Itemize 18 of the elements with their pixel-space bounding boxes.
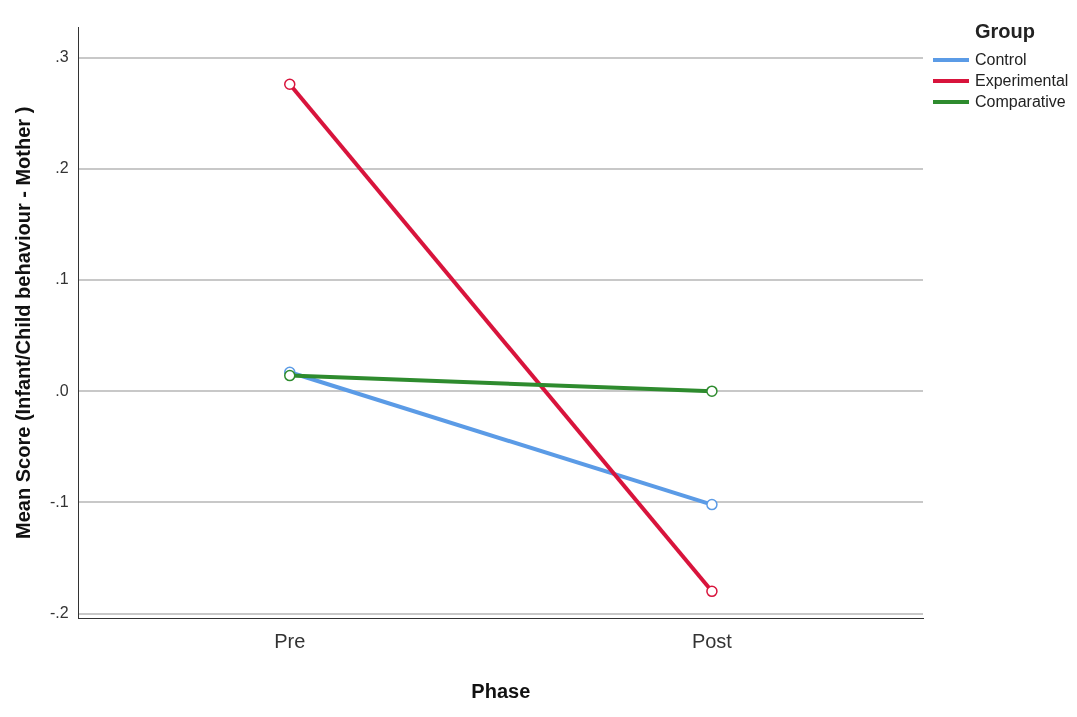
legend-label: Experimental <box>975 72 1069 90</box>
y-tick-label: .1 <box>55 270 69 288</box>
y-tick-label: .3 <box>55 48 69 66</box>
x-tick-label: Post <box>691 629 733 652</box>
point <box>284 78 296 91</box>
point <box>706 585 718 598</box>
x-tick-label: Pre <box>274 629 306 652</box>
y-tick-label: .2 <box>55 159 69 177</box>
point <box>706 498 718 511</box>
legend-title: Group <box>975 20 1036 43</box>
legend-label: Comparative <box>975 93 1066 111</box>
y-tick-label: -.1 <box>50 492 69 510</box>
y-tick-label: -.2 <box>50 603 69 621</box>
y-axis-title: Mean Score (Infant/Child behaviour - Mother ) <box>11 106 34 539</box>
legend-label: Control <box>975 51 1027 69</box>
point <box>706 385 718 397</box>
x-axis-title: Phase <box>471 679 531 702</box>
y-tick-label: .0 <box>55 381 69 399</box>
